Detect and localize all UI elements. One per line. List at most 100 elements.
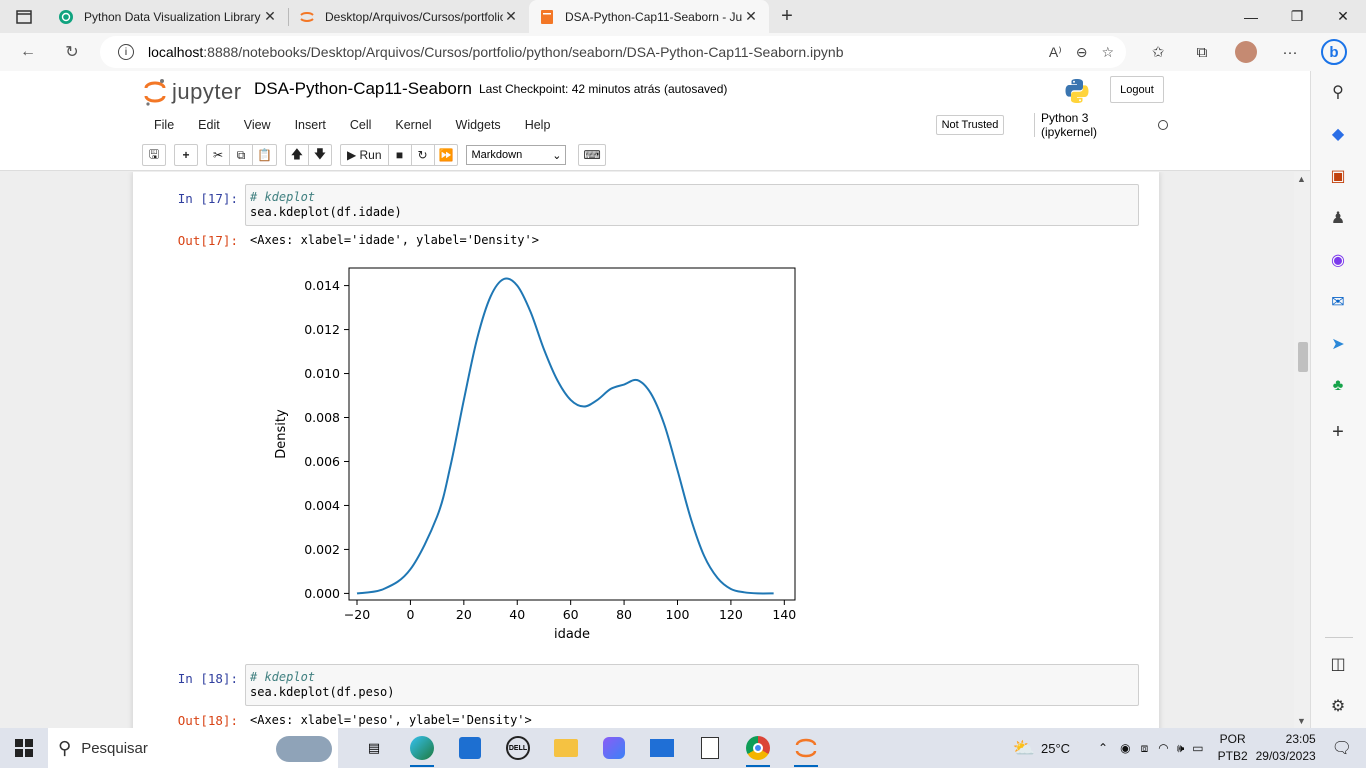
move-down-icon[interactable]: 🡇 — [307, 144, 332, 166]
cut-icon[interactable]: ✂ — [206, 144, 230, 166]
add-favorite-icon[interactable]: ☆ — [1101, 43, 1114, 60]
meet-icon[interactable]: ⧈ — [1140, 740, 1149, 755]
x-tick-label: −20 — [344, 607, 370, 622]
output-text: <Axes: xlabel='idade', ylabel='Density'> — [250, 233, 539, 247]
taskbar-search[interactable]: ⚲ Pesquisar — [48, 728, 338, 768]
clock-date: 29/03/2023 — [1255, 749, 1316, 763]
minimize-icon[interactable]: — — [1244, 8, 1258, 25]
tools-icon[interactable]: ▣ — [1330, 168, 1346, 185]
browser-tab-1[interactable]: Python Data Visualization Library ✕ — [48, 0, 288, 33]
chrome-icon[interactable] — [734, 728, 782, 768]
stop-icon[interactable]: ■ — [387, 144, 412, 166]
wifi-icon[interactable]: ◠ — [1158, 741, 1169, 755]
browser-tab-2[interactable]: Desktop/Arquivos/Cursos/portfolio ✕ — [289, 0, 529, 33]
fast-forward-icon[interactable]: ⏩ — [433, 144, 459, 166]
file-explorer-icon[interactable] — [542, 728, 590, 768]
zoom-icon[interactable]: ⊖ — [1075, 43, 1088, 60]
menu-widgets[interactable]: Widgets — [455, 118, 501, 132]
cell-type-select[interactable]: Markdown ⌄ — [466, 145, 567, 165]
menu-insert[interactable]: Insert — [294, 118, 326, 132]
scrollbar-thumb[interactable] — [1298, 342, 1308, 372]
volume-icon[interactable]: 🕪 — [1176, 740, 1185, 755]
games-icon[interactable]: ♟ — [1330, 210, 1346, 227]
browser-tab-3[interactable]: DSA-Python-Cap11-Seaborn - Ju ✕ — [529, 0, 769, 33]
code-line: sea.kdeplot(df.idade) — [250, 205, 402, 219]
new-tab-icon[interactable]: + — [781, 5, 793, 27]
paste-icon[interactable]: 📋 — [252, 144, 277, 166]
restore-icon[interactable]: ❐ — [1290, 8, 1304, 24]
task-view-icon[interactable]: ▤ — [367, 740, 381, 755]
x-tick-label: 140 — [772, 607, 796, 622]
tab-actions-icon[interactable] — [0, 0, 48, 33]
chevron-up-icon[interactable]: ⌃ — [1098, 741, 1109, 755]
notification-icon[interactable]: 🗨 — [1331, 740, 1352, 757]
menu-kernel[interactable]: Kernel — [395, 118, 432, 132]
save-icon[interactable]: 🖫 — [142, 144, 166, 166]
copy-icon[interactable]: ⧉ — [229, 144, 253, 166]
more-icon[interactable]: ··· — [1282, 43, 1298, 61]
move-up-icon[interactable]: 🡅 — [284, 144, 309, 166]
menu-edit[interactable]: Edit — [198, 118, 220, 132]
weather-temp[interactable]: 25°C — [1040, 740, 1071, 756]
clock-time: 23:05 — [1285, 732, 1316, 746]
info-icon[interactable]: i — [118, 44, 134, 60]
office-icon[interactable]: ◉ — [1331, 252, 1345, 269]
menu-cell[interactable]: Cell — [349, 118, 372, 132]
address-icons: A⁾ ⊖ ☆ — [1049, 36, 1114, 68]
restart-icon[interactable]: ↻ — [410, 144, 435, 166]
add-icon[interactable]: + — [1332, 420, 1344, 443]
address-bar[interactable]: i localhost:8888/notebooks/Desktop/Arqui… — [100, 36, 1126, 68]
windows-start-icon[interactable] — [0, 728, 48, 768]
logout-button[interactable]: Logout — [1110, 76, 1164, 103]
jupyter-taskbar-icon[interactable] — [782, 728, 830, 768]
jupyter-logo[interactable]: jupyter — [144, 77, 242, 107]
output-text: <Axes: xlabel='peso', ylabel='Density'> — [250, 713, 532, 727]
y-tick-label: 0.010 — [304, 366, 340, 381]
language-indicator[interactable]: POR PTB2 — [1218, 731, 1248, 765]
close-icon[interactable]: ✕ — [264, 8, 276, 24]
split-screen-icon[interactable]: ◫ — [1330, 656, 1346, 673]
jupyter-menubar: File Edit View Insert Cell Kernel Widget… — [142, 111, 1168, 139]
code-cell-input[interactable]: # kdeplot sea.kdeplot(df.idade) — [245, 184, 1139, 226]
cell-type-value: Markdown — [471, 149, 523, 161]
close-icon[interactable]: ✕ — [745, 8, 757, 24]
send-icon[interactable]: ➤ — [1331, 336, 1345, 353]
shopping-icon[interactable]: ◆ — [1331, 126, 1345, 143]
store-icon[interactable] — [446, 728, 494, 768]
close-window-icon[interactable]: ✕ — [1337, 8, 1349, 24]
close-icon[interactable]: ✕ — [505, 8, 517, 24]
scroll-down-icon[interactable]: ▼ — [1297, 716, 1306, 726]
vertical-scrollbar[interactable]: ▲ ▼ — [1294, 172, 1310, 728]
menu-view[interactable]: View — [243, 118, 271, 132]
search-icon[interactable]: ⚲ — [1332, 84, 1344, 101]
keyboard-icon[interactable]: ⌨ — [578, 144, 606, 166]
copilot-icon[interactable] — [590, 728, 638, 768]
record-icon[interactable]: ◉ — [1120, 741, 1131, 755]
clock[interactable]: 23:05 29/03/2023 — [1256, 731, 1316, 765]
mail-icon[interactable] — [638, 728, 686, 768]
insert-cell-icon[interactable]: + — [174, 144, 198, 166]
weather-icon[interactable]: ⛅ — [1012, 737, 1035, 758]
code-cell-input[interactable]: # kdeplot sea.kdeplot(df.peso) — [245, 664, 1139, 706]
notebook-name[interactable]: DSA-Python-Cap11-Seaborn — [254, 79, 472, 98]
bing-icon[interactable]: b — [1316, 39, 1352, 65]
notepad-icon[interactable] — [686, 728, 734, 768]
not-trusted-button[interactable]: Not Trusted — [936, 115, 1004, 135]
scroll-up-icon[interactable]: ▲ — [1297, 174, 1306, 184]
edge-icon[interactable] — [398, 728, 446, 768]
dell-icon[interactable]: DELL — [494, 728, 542, 768]
run-button[interactable]: ▶ Run — [339, 144, 389, 166]
profile-avatar[interactable] — [1228, 41, 1264, 63]
favorites-icon[interactable]: ✩ — [1151, 44, 1165, 61]
collections-icon[interactable]: ⧉ — [1196, 43, 1208, 61]
back-icon[interactable]: ← — [20, 43, 36, 60]
menu-help[interactable]: Help — [524, 118, 551, 132]
settings-icon[interactable]: ⚙ — [1330, 698, 1346, 715]
battery-icon[interactable]: ▭ — [1192, 741, 1204, 755]
outlook-icon[interactable]: ✉ — [1331, 294, 1345, 311]
refresh-icon[interactable]: ↻ — [65, 44, 79, 61]
tree-icon[interactable]: ♣ — [1332, 377, 1344, 394]
tab-title: DSA-Python-Cap11-Seaborn - Ju — [565, 9, 743, 24]
read-aloud-icon[interactable]: A⁾ — [1048, 43, 1062, 60]
menu-file[interactable]: File — [154, 118, 175, 132]
